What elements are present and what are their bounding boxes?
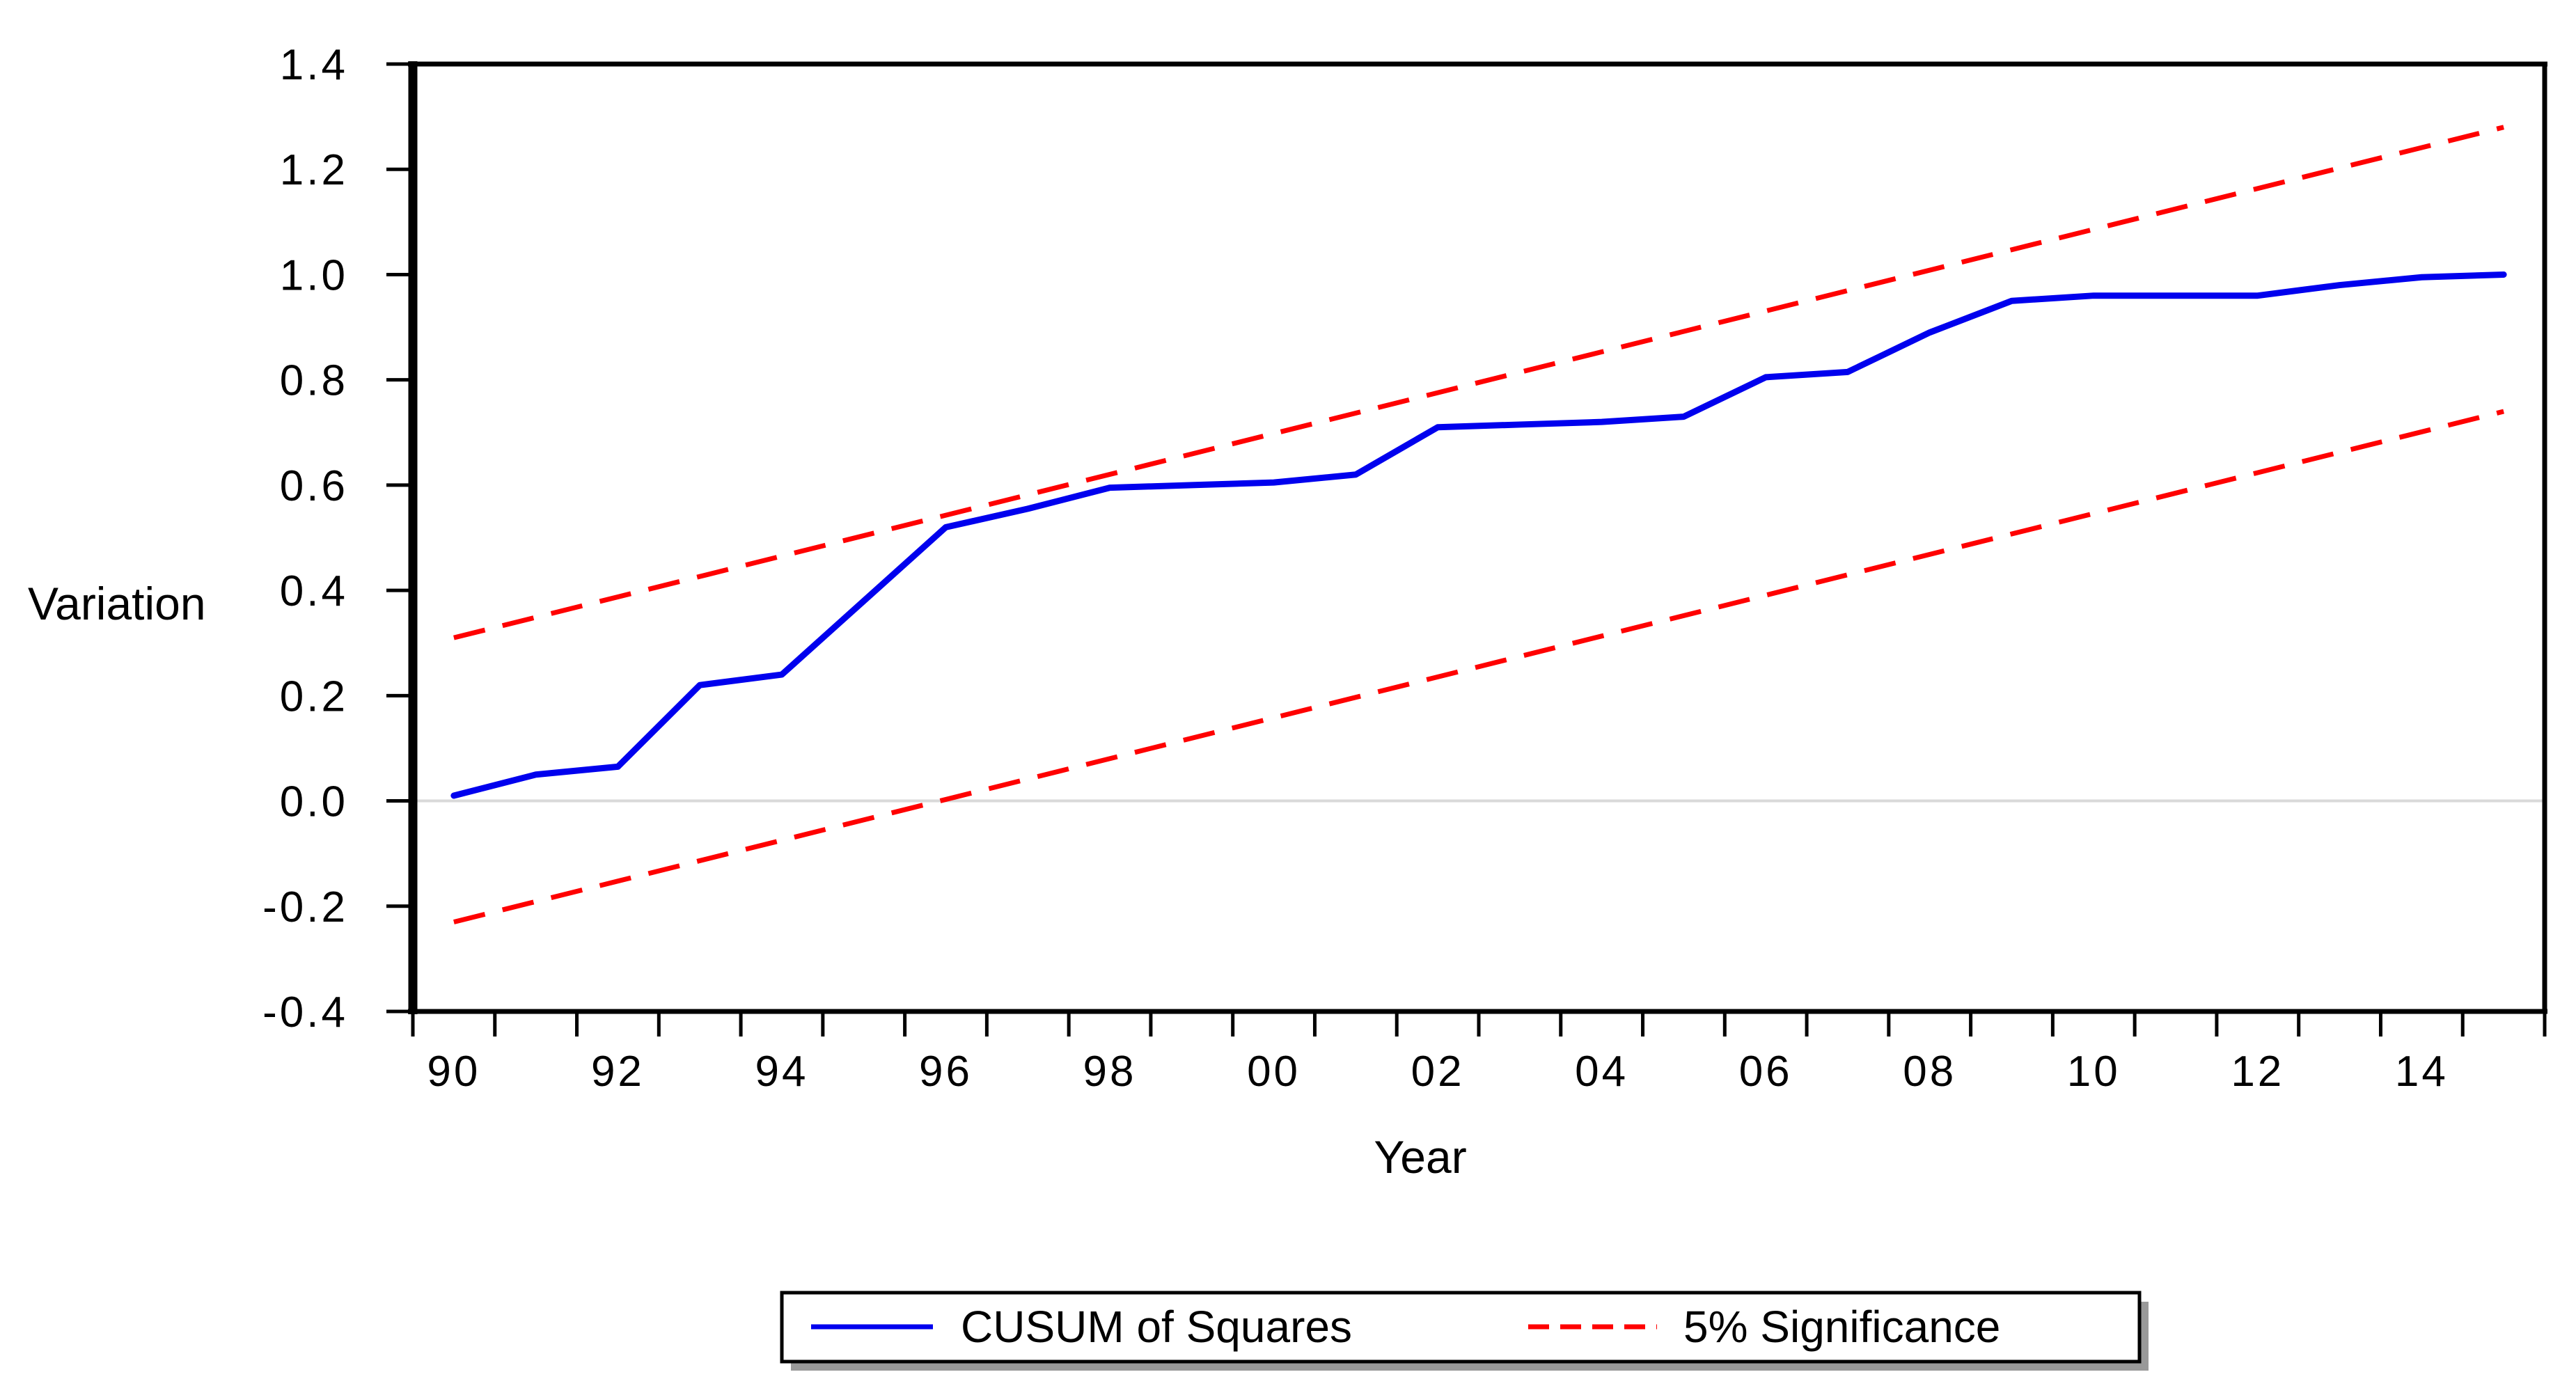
x-tick-label: 92	[591, 1048, 645, 1096]
y-tick-label: -0.4	[262, 988, 348, 1037]
y-tick-label: 0.2	[280, 672, 348, 720]
cusum-of-squares-line	[450, 271, 2507, 799]
x-tick-label: 02	[1411, 1048, 1465, 1096]
x-tick-label: 96	[919, 1048, 973, 1096]
x-tick-label: 90	[427, 1048, 480, 1096]
significance-bound-line	[453, 125, 2504, 640]
x-tick-label: 08	[1903, 1048, 1956, 1096]
legend-cusum-label: CUSUM of Squares	[961, 1302, 1352, 1352]
legend-box	[780, 1291, 2142, 1364]
x-tick-label: 14	[2395, 1048, 2449, 1096]
legend-significance-label: 5% Significance	[1683, 1302, 2000, 1352]
x-tick-label: 04	[1575, 1048, 1628, 1096]
data-series-layer	[450, 125, 2507, 924]
x-tick-label: 00	[1247, 1048, 1301, 1096]
y-tick-label: -0.2	[262, 883, 348, 931]
x-tick-label: 12	[2231, 1048, 2284, 1096]
y-tick-label: 1.0	[280, 251, 348, 299]
y-tick-label: 0.8	[280, 357, 348, 405]
y-tick-label: 1.4	[280, 41, 348, 89]
x-tick-label: 94	[755, 1048, 808, 1096]
y-axis-title: Variation	[28, 578, 206, 629]
x-axis-title: Year	[1374, 1131, 1466, 1183]
y-tick-label: 0.0	[280, 778, 348, 826]
significance-bound-line	[453, 409, 2504, 924]
y-tick-label: 0.6	[280, 462, 348, 510]
axis-ticks	[386, 62, 2547, 1037]
y-tick-label: 1.2	[280, 146, 348, 194]
axis-tick-labels: 1.4 1.2 1.0 0.8 0.6 0.4 0.2 0.0 -0.2 -0.4 90 92 94 96…	[262, 41, 2449, 1096]
x-tick-label: 98	[1083, 1048, 1137, 1096]
plot-frame	[408, 61, 2547, 1014]
y-tick-label: 0.4	[280, 567, 348, 615]
x-tick-label: 10	[2067, 1048, 2121, 1096]
x-tick-label: 06	[1739, 1048, 1793, 1096]
legend: CUSUM of Squares 5% Significance	[780, 1291, 2149, 1371]
